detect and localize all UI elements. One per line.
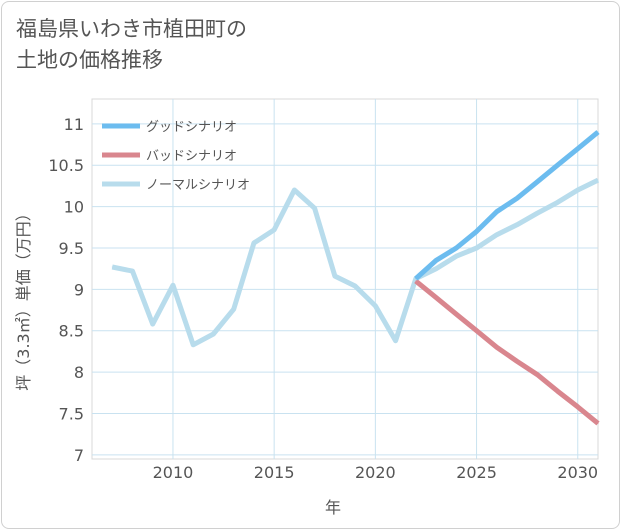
series-lines [111,130,600,426]
legend-label: ノーマルシナリオ [146,178,250,193]
data-point [435,297,437,299]
x-tick-label: 2020 [355,463,396,482]
data-point [435,268,437,270]
data-point [273,229,275,231]
data-point [374,305,376,307]
x-tick-label: 2015 [254,463,295,482]
y-tick-label: 9 [74,280,84,299]
data-point [536,212,538,214]
data-point [496,346,498,348]
data-point [314,207,316,209]
data-point [476,247,478,249]
data-point [496,211,498,213]
data-point [476,330,478,332]
data-point [395,340,397,342]
y-axis-label: 坪（3.3㎡）単価（万円） [14,205,33,390]
x-tick-label: 2010 [153,463,194,482]
data-point [597,179,599,181]
chart-title: 福島県いわき市植田町の 土地の価格推移 [16,14,376,76]
data-point [557,390,559,392]
x-tick-label: 2025 [456,463,497,482]
data-point [516,360,518,362]
y-tick-label: 7 [74,446,84,465]
series-0 [414,130,600,281]
series-2 [111,177,600,348]
legend-label: バッドシナリオ [146,149,237,164]
data-point [455,255,457,257]
data-point [557,164,559,166]
y-tick-label: 8.5 [59,322,84,341]
series-line [414,279,600,426]
x-tick-label: 2030 [557,463,598,482]
data-point [111,266,113,268]
data-point [455,247,457,249]
series-1 [414,279,600,426]
data-point [455,313,457,315]
x-axis-ticks: 2010 2015 2020 2025 2030 [153,463,599,482]
data-point [557,201,559,203]
data-point [354,285,356,287]
y-tick-label: 9.5 [59,239,84,258]
data-point [415,280,417,282]
data-point [536,374,538,376]
y-tick-label: 10.5 [48,156,84,175]
data-point [293,189,295,191]
grid-lines [92,99,598,459]
chart-title-line1: 福島県いわき市植田町の [16,17,247,41]
data-point [172,284,174,286]
chart-title-line2: 土地の価格推移 [16,48,163,72]
y-tick-label: 8 [74,363,84,382]
y-tick-label: 10 [64,198,84,217]
data-point [152,323,154,325]
y-tick-label: 7.5 [59,404,84,423]
data-point [192,344,194,346]
data-point [516,197,518,199]
data-point [597,422,599,424]
data-point [577,189,579,191]
data-point [577,406,579,408]
legend-label: グッドシナリオ [146,120,237,135]
data-point [131,270,133,272]
data-point [233,308,235,310]
data-point [253,242,255,244]
data-point [496,234,498,236]
data-point [334,275,336,277]
y-tick-label: 11 [64,115,84,134]
x-axis-label: 年 [325,498,341,517]
data-point [597,131,599,133]
data-point [212,333,214,335]
series-line [414,130,600,281]
data-point [577,148,579,150]
y-axis-ticks: 7 7.5 8 8.5 9 9.5 10 10.5 11 [48,115,84,465]
data-point [415,278,417,280]
data-point [476,230,478,232]
data-point [435,259,437,261]
data-point [536,181,538,183]
data-point [516,224,518,226]
